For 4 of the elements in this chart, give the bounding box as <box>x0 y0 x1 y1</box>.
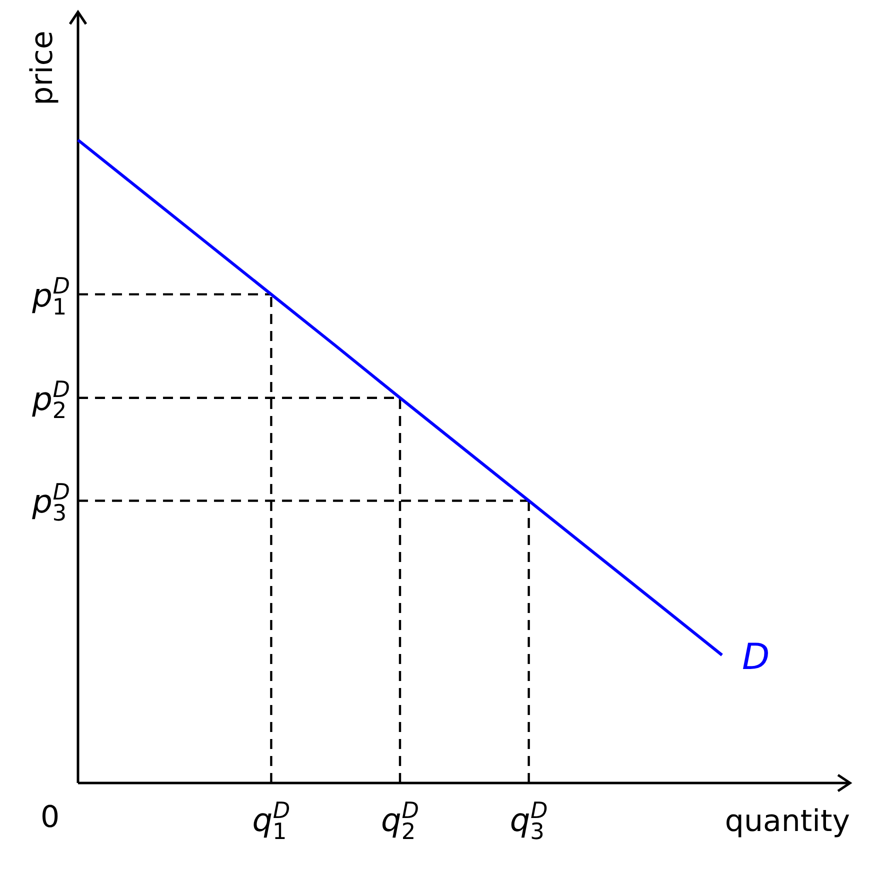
x-axis-title: quantity <box>724 804 850 839</box>
text: 0 <box>40 800 60 835</box>
y-axis-title: price <box>25 30 60 106</box>
series-label: D <box>742 637 770 678</box>
